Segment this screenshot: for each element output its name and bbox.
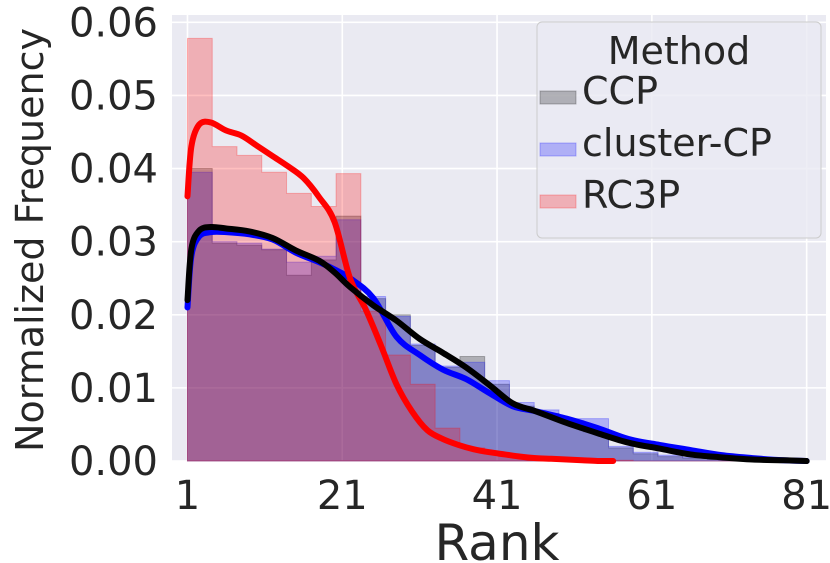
x-tick-label: 21 [317,473,368,519]
legend-swatch [539,90,577,105]
legend-box [536,21,822,239]
legend-swatch [539,194,577,209]
x-tick-label: 1 [175,473,200,519]
legend-title: Method [608,29,751,73]
legend: Method CCP cluster-CP RC3P [536,21,822,239]
y-tick-label: 0.05 [69,73,158,119]
kde-line-rc3p [184,118,617,465]
y-tick-label: 0.00 [69,439,158,485]
x-tick-label: 81 [781,473,830,519]
kde-line-cluster-cp [184,228,810,464]
y-tick-label: 0.03 [69,220,158,266]
x-tick-labels: 1 21 41 61 81 [175,473,830,519]
y-tick-label: 0.01 [69,366,158,412]
x-axis-label: Rank [435,514,560,563]
legend-label: RC3P [582,173,680,217]
y-tick-label: 0.06 [69,0,158,46]
y-axis-label: Normalized Frequency [8,28,52,452]
histogram-rc3p [186,37,807,462]
kde-line-ccp [184,223,810,464]
kde-curves [184,118,810,465]
legend-swatch [539,142,577,157]
legend-label: CCP [582,69,658,113]
legend-label: cluster-CP [582,121,772,165]
x-tick-label: 41 [472,473,523,519]
x-tick-label: 61 [626,473,677,519]
y-tick-labels: 0.00 0.01 0.02 0.03 0.04 0.05 0.06 [69,0,158,485]
y-tick-label: 0.02 [69,293,158,339]
y-tick-label: 0.04 [69,147,158,193]
